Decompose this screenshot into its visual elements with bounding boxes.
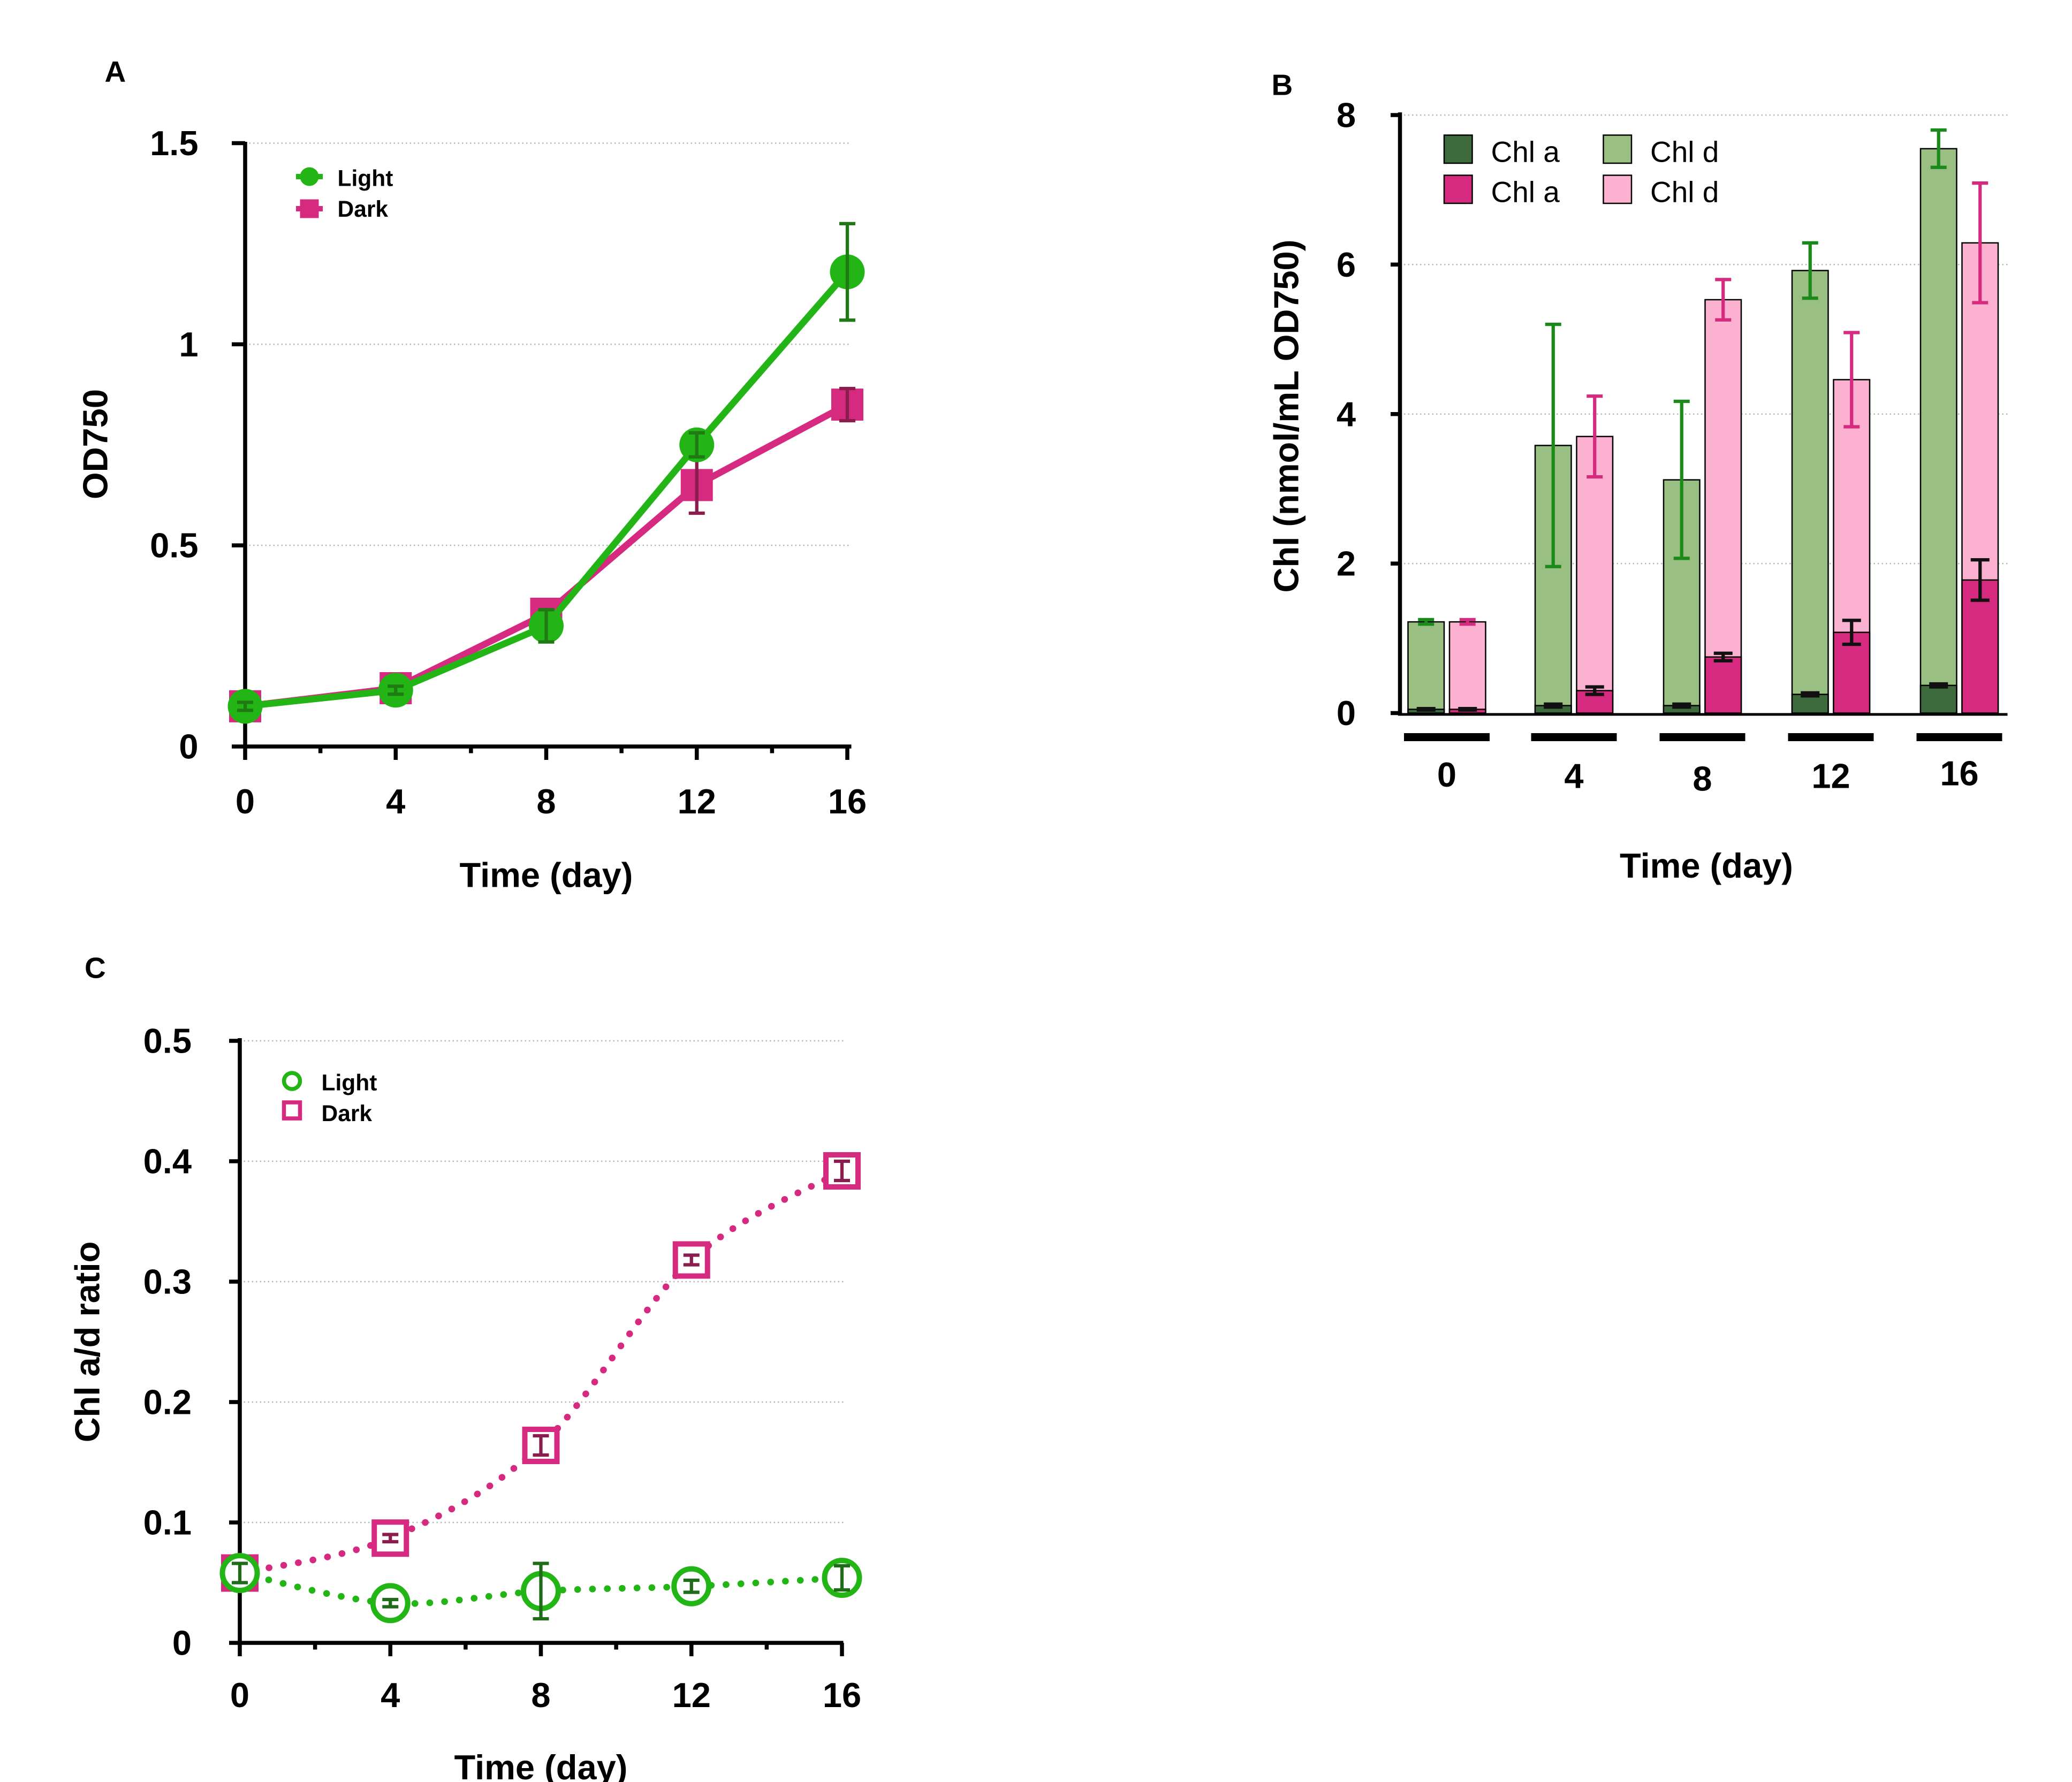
panel-c: C 0 0.1 0.2 0.3 0.4 0.5 0 4 8 12 16 Time (day) Chl… <box>68 951 862 1782</box>
panel-b-light-chld-bar <box>1919 148 1957 714</box>
panel-a-legend: Light Dark <box>296 166 393 222</box>
legend-light-label: Light <box>322 1071 377 1096</box>
legend-chld-dark-label: Chl d <box>1650 176 1719 209</box>
panel-b-dark-chla-bar <box>1704 656 1742 714</box>
panel-a: A 0 0.5 1 1.5 0 4 8 12 16 Time (day) OD750 Light… <box>75 55 867 895</box>
panel-b-y-tick-label: 0 <box>1337 694 1356 733</box>
panel-b-x-tick-label: 8 <box>1692 759 1712 798</box>
panel-a-x-title: Time (day) <box>460 856 633 895</box>
legend-chla-dark-swatch <box>1443 174 1473 204</box>
panel-a-y-tick-label: 1 <box>179 325 198 364</box>
panel-b-dark-chla-bar <box>1961 579 1999 714</box>
panel-c-legend: Light Dark <box>282 1071 377 1126</box>
panel-b-group-bracket <box>1659 733 1745 741</box>
panel-a-y-tick-label: 0.5 <box>150 526 198 565</box>
panel-a-y-tick-label: 0 <box>179 727 198 766</box>
legend-chld-dark-swatch <box>1603 174 1633 204</box>
legend-dark-label: Dark <box>338 197 389 222</box>
legend-chla-dark-label: Chl a <box>1491 176 1560 209</box>
panel-c-x-title: Time (day) <box>454 1748 628 1782</box>
legend-dark-label: Dark <box>322 1101 373 1126</box>
panel-a-x-tick-label: 4 <box>386 782 405 821</box>
panel-c-light-line <box>236 1570 846 1607</box>
panel-a-x-tick-label: 8 <box>536 782 556 821</box>
panel-b-light-chld-bar <box>1791 270 1829 714</box>
panel-c-x-tick-label: 0 <box>230 1676 249 1715</box>
panel-c-x-tick-label: 12 <box>672 1676 711 1715</box>
legend-chld-light-swatch <box>1603 134 1633 164</box>
legend-light-marker <box>300 167 319 186</box>
panel-c-dark-line <box>236 1167 846 1577</box>
panel-b-group-bracket <box>1531 733 1617 741</box>
panel-c-y-tick-label: 0.2 <box>143 1383 192 1422</box>
panel-c-y-tick-label: 0 <box>172 1624 192 1663</box>
panel-b-y-title: Chl (nmol/mL OD750) <box>1267 240 1306 593</box>
panel-a-y-tick-label: 1.5 <box>150 124 198 163</box>
legend-chld-light-label: Chl d <box>1650 135 1719 169</box>
panel-a-x-tick-label: 12 <box>678 782 716 821</box>
panel-b-x-tick-label: 0 <box>1437 755 1456 794</box>
panel-b-label: B <box>1272 68 1293 102</box>
panel-b-dark-chld-bar <box>1576 436 1614 714</box>
legend-light-label: Light <box>338 166 393 192</box>
panel-b-x-tick-label: 16 <box>1940 754 1978 793</box>
panel-b-x-tick-label: 12 <box>1811 757 1850 796</box>
panel-b-x-title: Time (day) <box>1620 846 1793 885</box>
legend-chla-light-label: Chl a <box>1491 135 1560 169</box>
panel-b-group-bracket <box>1404 733 1490 741</box>
panel-c-y-tick-label: 0.3 <box>143 1262 192 1301</box>
legend-dark-marker <box>282 1100 302 1121</box>
legend-dark-marker <box>300 199 319 218</box>
panel-c-x-tick-label: 16 <box>823 1676 861 1715</box>
panel-b-x-tick-label: 4 <box>1564 757 1583 796</box>
panel-c-y-tick-label: 0.5 <box>143 1022 192 1061</box>
panel-c-y-title: Chl a/d ratio <box>68 1242 107 1443</box>
legend-light-marker <box>282 1071 302 1091</box>
panel-c-y-tick-label: 0.4 <box>143 1142 192 1181</box>
panel-b-y-tick-label: 8 <box>1337 96 1356 135</box>
panel-a-x-tick-label: 0 <box>236 782 255 821</box>
panel-b-dark-chld-bar <box>1448 621 1486 714</box>
panel-a-x-tick-label: 16 <box>828 782 867 821</box>
panel-b: B 0 2 4 6 8 0 4 8 12 16 Time (day) Chl (nmol/mL O… <box>1267 68 2008 885</box>
panel-a-dark-line <box>245 401 849 710</box>
panel-c-y-tick-label: 0.1 <box>143 1503 192 1542</box>
panel-c-x-tick-label: 4 <box>381 1676 400 1715</box>
panel-b-light-chla-bar <box>1919 684 1957 714</box>
panel-a-y-title: OD750 <box>75 389 115 499</box>
panel-b-group-bracket <box>1916 733 2002 741</box>
panel-b-group-bracket <box>1788 733 1874 741</box>
panel-c-x-tick-label: 8 <box>531 1676 550 1715</box>
panel-b-legend: Chl a Chl d Chl a Chl d <box>1443 134 1719 209</box>
panel-b-light-chld-bar <box>1407 621 1445 714</box>
panel-b-y-tick-label: 6 <box>1337 245 1356 284</box>
panel-b-dark-chld-bar <box>1704 299 1742 714</box>
panel-b-y-tick-label: 2 <box>1337 544 1356 583</box>
panel-c-label: C <box>85 951 106 985</box>
legend-chla-light-swatch <box>1443 134 1473 164</box>
panel-b-y-tick-label: 4 <box>1337 394 1356 433</box>
panel-a-label: A <box>105 55 126 88</box>
